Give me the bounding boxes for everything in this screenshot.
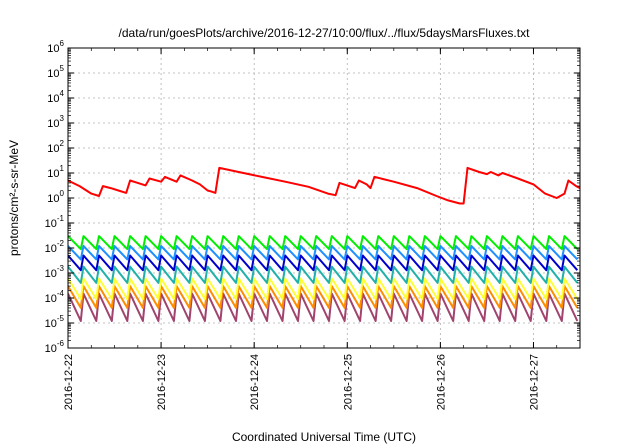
y-tick-label: 10-5 [45,314,65,330]
y-tick-label: 100 [47,189,64,205]
y-tick-label: 106 [47,39,64,55]
x-tick-label: 2016-12-27 [528,354,540,410]
x-tick-label: 2016-12-26 [435,354,447,410]
y-tick-label: 10-6 [45,339,65,355]
series-line [68,245,579,261]
series-line [68,277,579,301]
y-tick-label: 102 [47,139,64,155]
y-tick-label: 103 [47,114,64,130]
y-tick-label: 10-4 [45,289,65,305]
ticks: 10-6 10-5 10-4 10-3 10-2 10-1 100 101 102 103 104 1… [45,39,581,410]
series-line [68,285,579,309]
chart-title: /data/run/goesPlots/archive/2016-12-27/1… [119,26,531,40]
y-axis-label: protons/cm²-s-sr-MeV [7,140,21,256]
series-line [68,254,579,272]
series-line [68,166,580,205]
y-tick-label: 10-2 [45,239,65,255]
x-tick-label: 2016-12-23 [156,354,168,410]
y-tick-label: 10-1 [45,214,65,230]
series-group [68,166,580,322]
series-line [68,265,579,284]
y-tick-label: 10-3 [45,264,65,280]
y-tick-label: 101 [47,164,64,180]
x-axis-label: Coordinated Universal Time (UTC) [232,430,416,444]
y-tick-label: 105 [47,64,64,80]
series-line [68,235,579,251]
x-tick-label: 2016-12-25 [342,354,354,410]
x-tick-label: 2016-12-22 [63,354,75,410]
series-line [68,292,579,322]
y-tick-label: 104 [47,89,64,105]
x-tick-label: 2016-12-24 [249,354,261,410]
